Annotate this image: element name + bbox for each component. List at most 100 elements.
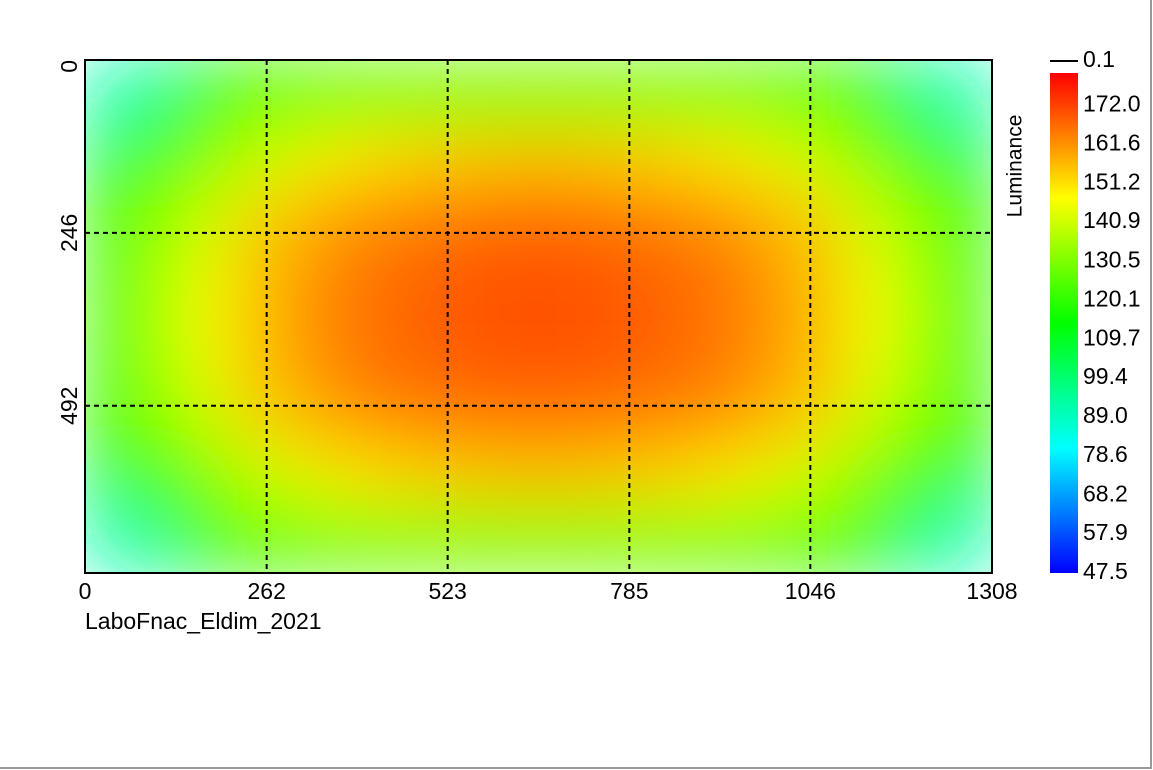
heat-cell xyxy=(160,380,237,446)
heat-cell xyxy=(840,60,917,125)
heat-cell xyxy=(916,380,992,446)
heat-cell xyxy=(614,316,691,382)
heat-cell xyxy=(160,188,237,253)
heat-cell xyxy=(916,188,992,253)
heat-cell xyxy=(689,252,766,317)
heat-cell xyxy=(236,444,313,510)
heat-cell xyxy=(387,124,464,189)
heat-cell xyxy=(462,508,539,573)
colorbar-tick-label: 57.9 xyxy=(1083,519,1128,545)
colorbar-tick-label: 172.0 xyxy=(1083,90,1141,116)
heat-cell xyxy=(160,316,237,382)
heat-cell xyxy=(765,380,842,446)
heat-cell xyxy=(462,444,539,510)
heat-cell xyxy=(765,124,842,189)
heat-cell xyxy=(840,444,917,510)
heat-cell xyxy=(236,60,313,125)
heat-cell xyxy=(85,508,162,573)
colorbar-label: Luminance xyxy=(1004,115,1027,218)
heat-cell xyxy=(462,124,539,189)
x-tick-label: 785 xyxy=(610,578,648,604)
heat-cell xyxy=(236,188,313,253)
heat-cell xyxy=(85,316,162,382)
x-tick-label: 262 xyxy=(247,578,285,604)
heat-cell xyxy=(311,316,388,382)
heat-cell xyxy=(160,60,237,125)
heat-cell xyxy=(387,508,464,573)
heat-cell xyxy=(160,124,237,189)
heat-cell xyxy=(387,60,464,125)
heat-cell xyxy=(538,188,615,253)
heat-cell xyxy=(614,252,691,317)
heat-cell xyxy=(311,252,388,317)
heat-cell xyxy=(538,444,615,510)
heat-cell xyxy=(689,380,766,446)
heat-cell xyxy=(387,188,464,253)
overlay xyxy=(84,59,993,574)
heat-cell xyxy=(538,380,615,446)
heat-cell xyxy=(538,124,615,189)
y-tick-label: 0 xyxy=(56,60,82,73)
heat-cell xyxy=(311,380,388,446)
colorbar-tick-label: 47.5 xyxy=(1083,558,1128,584)
x-tick-label: 0 xyxy=(79,578,92,604)
colorbar-extra-label: 0.1 xyxy=(1083,46,1115,72)
x-tick-label: 1308 xyxy=(966,578,1017,604)
heat-cell xyxy=(689,60,766,125)
heat-cell xyxy=(85,444,162,510)
heat-cell xyxy=(916,124,992,189)
colorbar xyxy=(1050,73,1078,573)
heat-cell xyxy=(689,508,766,573)
heat-cell xyxy=(538,508,615,573)
heat-cell xyxy=(840,252,917,317)
heat-cell xyxy=(916,508,992,573)
heat-cell xyxy=(85,252,162,317)
heat-cell xyxy=(311,444,388,510)
heat-cell xyxy=(765,444,842,510)
heat-cell xyxy=(916,60,992,125)
heatmap xyxy=(85,60,992,573)
heat-cell xyxy=(387,380,464,446)
heat-cell xyxy=(765,508,842,573)
colorbar-tick-label: 78.6 xyxy=(1083,441,1128,467)
heat-cell xyxy=(160,508,237,573)
colorbar-tick-label: 99.4 xyxy=(1083,363,1128,389)
heat-cell xyxy=(689,316,766,382)
heat-cell xyxy=(236,316,313,382)
heat-cell xyxy=(614,508,691,573)
heat-cell xyxy=(840,124,917,189)
colorbar-tick-label: 130.5 xyxy=(1083,246,1141,272)
heat-cell xyxy=(387,316,464,382)
heat-cell xyxy=(311,124,388,189)
colorbar-tick-label: 161.6 xyxy=(1083,129,1141,155)
heat-cell xyxy=(840,380,917,446)
heat-cell xyxy=(462,252,539,317)
y-tick-label: 492 xyxy=(56,387,82,425)
heat-cell xyxy=(236,252,313,317)
heat-cell xyxy=(236,124,313,189)
heat-cell xyxy=(538,316,615,382)
heat-cell xyxy=(840,508,917,573)
colorbar-tick-label: 151.2 xyxy=(1083,169,1141,195)
heat-cell xyxy=(916,252,992,317)
heat-cell xyxy=(311,60,388,125)
heat-cell xyxy=(538,252,615,317)
y-tick-label: 246 xyxy=(56,214,82,252)
heat-cell xyxy=(462,316,539,382)
x-tick-label: 523 xyxy=(428,578,466,604)
heat-cell xyxy=(462,60,539,125)
heat-cell xyxy=(765,188,842,253)
heat-cell xyxy=(916,316,992,382)
heat-cell xyxy=(840,316,917,382)
heat-cell xyxy=(236,508,313,573)
heat-cell xyxy=(160,444,237,510)
heat-cell xyxy=(614,60,691,125)
heat-cell xyxy=(236,380,313,446)
heat-cell xyxy=(160,252,237,317)
heat-cell xyxy=(840,188,917,253)
heat-cell xyxy=(765,60,842,125)
colorbar-tick-label: 109.7 xyxy=(1083,324,1141,350)
heat-cell xyxy=(85,60,162,125)
caption: LaboFnac_Eldim_2021 xyxy=(85,608,322,634)
